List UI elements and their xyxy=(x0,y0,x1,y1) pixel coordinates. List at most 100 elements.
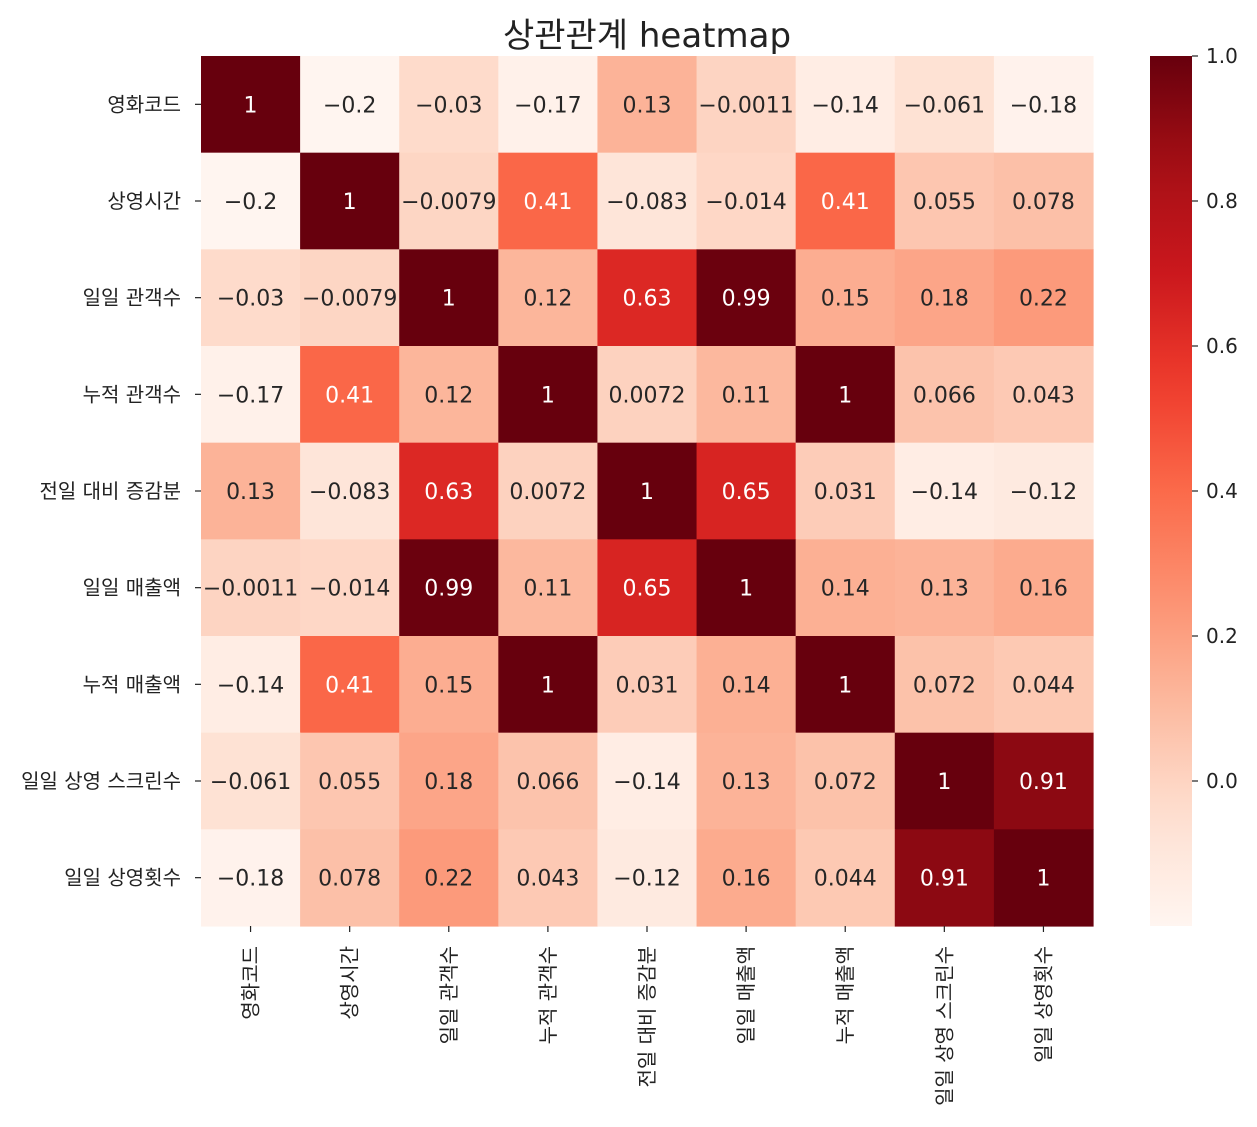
heatmap-cell xyxy=(894,829,995,927)
heatmap-cell xyxy=(696,56,797,154)
x-tick-label: 일일 상영 스크린수 xyxy=(932,946,956,1106)
heatmap-cell xyxy=(498,732,599,830)
heatmap-cell xyxy=(894,636,995,734)
cell-annotation: 0.63 xyxy=(623,287,672,312)
heatmap-cell xyxy=(498,346,599,444)
cell-annotation: 0.91 xyxy=(1019,770,1068,795)
cell-annotation: 0.16 xyxy=(722,867,771,892)
heatmap-cell xyxy=(795,539,896,637)
heatmap-cell xyxy=(894,249,995,347)
cell-annotation: 0.031 xyxy=(814,480,877,505)
cell-annotation: 0.13 xyxy=(623,93,672,118)
heatmap-cell xyxy=(597,829,698,927)
heatmap-cell xyxy=(993,442,1094,540)
cell-annotation: 0.066 xyxy=(516,770,579,795)
cell-annotation: 0.99 xyxy=(722,287,771,312)
cell-annotation: 0.15 xyxy=(424,673,473,698)
heatmap-cells xyxy=(201,56,1094,927)
heatmap-cell xyxy=(696,249,797,347)
y-tick-label: 영화코드 xyxy=(107,92,181,116)
heatmap-cell xyxy=(300,152,400,250)
cell-annotation: 0.078 xyxy=(318,867,381,892)
cell-annotation: −0.14 xyxy=(911,480,978,505)
heatmap-cell xyxy=(696,636,797,734)
heatmap-cell xyxy=(795,152,896,250)
cell-annotation: 0.11 xyxy=(722,383,771,408)
heatmap-cell xyxy=(993,732,1094,830)
cell-annotation: −0.0079 xyxy=(302,287,397,312)
y-tick-label: 일일 상영횟수 xyxy=(64,866,181,890)
heatmap-cell xyxy=(201,346,301,444)
heatmap-cell xyxy=(795,636,896,734)
heatmap-cell xyxy=(597,636,698,734)
cell-annotation: 0.072 xyxy=(913,673,976,698)
colorbar-tick-label: 0.4 xyxy=(1206,479,1238,503)
x-tick-label: 일일 매출액 xyxy=(734,946,758,1044)
heatmap-cell xyxy=(399,539,499,637)
heatmap-cell xyxy=(597,346,698,444)
heatmap-cell xyxy=(399,829,499,927)
cell-annotation: 0.066 xyxy=(913,383,976,408)
colorbar-tick-label: 0.0 xyxy=(1206,769,1238,793)
y-tick-label: 일일 상영 스크린수 xyxy=(21,769,181,793)
cell-annotation: 0.65 xyxy=(623,577,672,602)
heatmap-cell xyxy=(597,442,698,540)
cell-annotation: 0.072 xyxy=(814,770,877,795)
heatmap-cell xyxy=(201,539,301,637)
heatmap-cell xyxy=(399,346,499,444)
heatmap-cell xyxy=(498,152,599,250)
heatmap-cell xyxy=(795,249,896,347)
heatmap-cell xyxy=(894,346,995,444)
heatmap-cell xyxy=(399,56,499,154)
heatmap-cell xyxy=(201,732,301,830)
cell-annotation: 1 xyxy=(343,190,357,215)
x-tick-label: 전일 대비 증감분 xyxy=(635,946,659,1088)
cell-annotation: 0.22 xyxy=(1019,287,1068,312)
cell-annotation: −0.12 xyxy=(613,867,680,892)
heatmap-cell xyxy=(894,152,995,250)
cell-annotation: 0.65 xyxy=(722,480,771,505)
y-tick-label: 일일 관객수 xyxy=(83,286,181,310)
cell-annotation: 0.14 xyxy=(722,673,771,698)
colorbar: 0.0 0.2 0.4 0.6 0.8 1.0 xyxy=(1150,44,1238,926)
cell-annotation: −0.061 xyxy=(904,93,985,118)
cell-annotation: −0.014 xyxy=(705,190,786,215)
cell-annotation: −0.18 xyxy=(1010,93,1077,118)
heatmap-cell xyxy=(201,636,301,734)
cell-annotation: −0.18 xyxy=(217,867,284,892)
cell-annotation: 0.18 xyxy=(920,287,969,312)
cell-annotation: 1 xyxy=(442,287,456,312)
heatmap-cell xyxy=(894,56,995,154)
cell-annotation: 1 xyxy=(838,673,852,698)
heatmap-cell xyxy=(993,829,1094,927)
heatmap-cell xyxy=(993,152,1094,250)
chart-title: 상관관계 heatmap xyxy=(503,16,791,56)
heatmap-cell xyxy=(597,539,698,637)
cell-annotation: 0.41 xyxy=(325,673,374,698)
heatmap-cell xyxy=(201,152,301,250)
cell-annotation: −0.083 xyxy=(309,480,390,505)
cell-annotation: 0.043 xyxy=(1012,383,1075,408)
x-tick-label: 누적 매출액 xyxy=(833,946,857,1044)
heatmap-cell xyxy=(498,56,599,154)
heatmap-cell xyxy=(696,152,797,250)
x-axis-labels: 영화코드 상영시간 일일 관객수 누적 관객수 전일 대비 증감분 일일 매출액 누적 매출… xyxy=(239,926,1055,1106)
cell-annotation: 0.41 xyxy=(821,190,870,215)
cell-annotation: −0.14 xyxy=(812,93,879,118)
cell-annotation: 0.41 xyxy=(523,190,572,215)
colorbar-gradient xyxy=(1150,56,1192,926)
x-tick-label: 영화코드 xyxy=(239,946,263,1020)
cell-annotation: −0.083 xyxy=(606,190,687,215)
heatmap-cell xyxy=(894,539,995,637)
cell-annotation: 0.043 xyxy=(516,867,579,892)
cell-annotation: 0.044 xyxy=(1012,673,1075,698)
y-tick-label: 상영시간 xyxy=(107,189,181,213)
y-tick-label: 누적 매출액 xyxy=(83,672,181,696)
heatmap-cell xyxy=(597,56,698,154)
heatmap-cell xyxy=(399,636,499,734)
colorbar-tick-label: 0.8 xyxy=(1206,189,1238,213)
colorbar-tick-label: 0.6 xyxy=(1206,334,1238,358)
cell-annotation: 0.15 xyxy=(821,287,870,312)
cell-annotation: 0.13 xyxy=(226,480,275,505)
